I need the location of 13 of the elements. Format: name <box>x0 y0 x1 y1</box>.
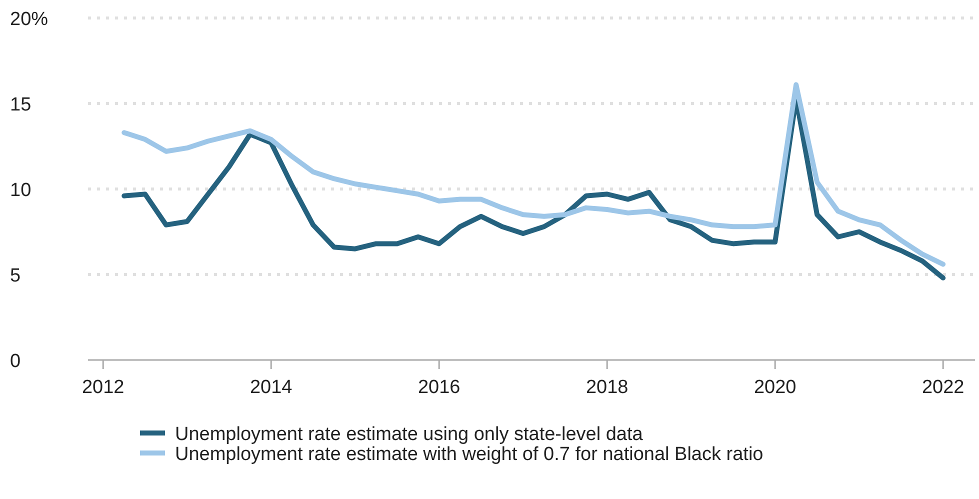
x-tick-label: 2022 <box>922 377 964 398</box>
x-tick-label: 2014 <box>250 377 293 398</box>
x-tick-label: 2020 <box>754 377 796 398</box>
y-tick-label: 5 <box>10 266 21 286</box>
legend-label: Unemployment rate estimate using only state-level data <box>175 424 644 445</box>
x-tick-label: 2016 <box>418 377 460 398</box>
y-tick-label: 10 <box>10 180 32 201</box>
y-tick-label: 0 <box>10 351 21 372</box>
y-tick-label: 15 <box>10 94 32 116</box>
x-tick-label: 2012 <box>82 377 124 398</box>
y-tick-label: 20% <box>10 9 48 30</box>
x-tick-label: 2018 <box>586 377 628 398</box>
legend-label: Unemployment rate estimate with weight of 0.7 for national Black ratio <box>175 444 764 465</box>
